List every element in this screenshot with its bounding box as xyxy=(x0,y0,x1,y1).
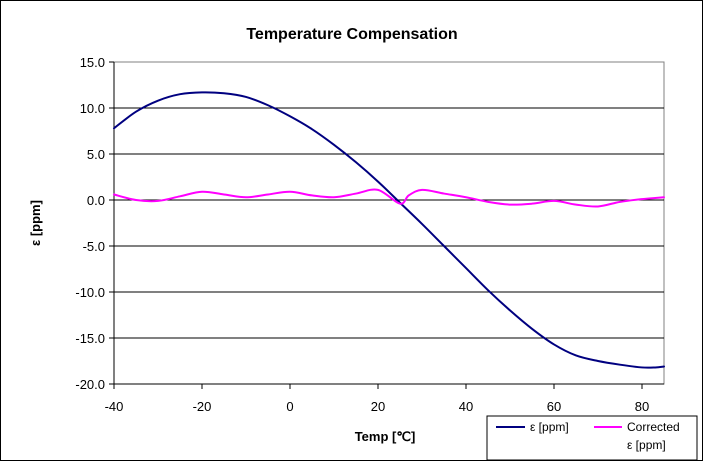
legend-box xyxy=(486,415,698,461)
series-line-corrected xyxy=(113,188,665,208)
x-tick-label: -20 xyxy=(193,399,212,414)
legend-label-epsilon: ε [ppm] xyxy=(530,420,569,434)
x-axis-title: Temp [℃] xyxy=(355,429,416,444)
x-tick-label: 0 xyxy=(286,399,293,414)
y-tick-label: -20.0 xyxy=(75,377,105,392)
x-tick-label: 20 xyxy=(371,399,385,414)
y-tick-label: -15.0 xyxy=(75,331,105,346)
x-tick-label: 60 xyxy=(547,399,561,414)
chart-title: Temperature Compensation xyxy=(246,26,457,43)
y-tick-label: 0.0 xyxy=(87,193,105,208)
y-tick-label: -10.0 xyxy=(75,285,105,300)
y-tick-label: 5.0 xyxy=(87,147,105,162)
legend: ε [ppm] Corrected ε [ppm] xyxy=(486,415,698,461)
y-tick-label: 10.0 xyxy=(80,101,105,116)
plot-area xyxy=(113,61,665,385)
legend-label-corrected-unit: ε [ppm] xyxy=(627,438,666,452)
y-tick-label: -5.0 xyxy=(83,239,105,254)
series-lines xyxy=(113,91,665,369)
x-tick-label: -40 xyxy=(105,399,124,414)
x-tick-label: 40 xyxy=(459,399,473,414)
axes: 15.0 10.0 5.0 0.0 -5.0 -10.0 -15.0 -20.0-40 -20 0… xyxy=(75,55,664,414)
y-tick-label: 15.0 xyxy=(80,55,105,70)
x-tick-label: 80 xyxy=(635,399,649,414)
legend-label-corrected: Corrected xyxy=(627,420,680,434)
y-axis-title: ε [ppm] xyxy=(28,200,43,246)
gridlines xyxy=(114,107,664,339)
